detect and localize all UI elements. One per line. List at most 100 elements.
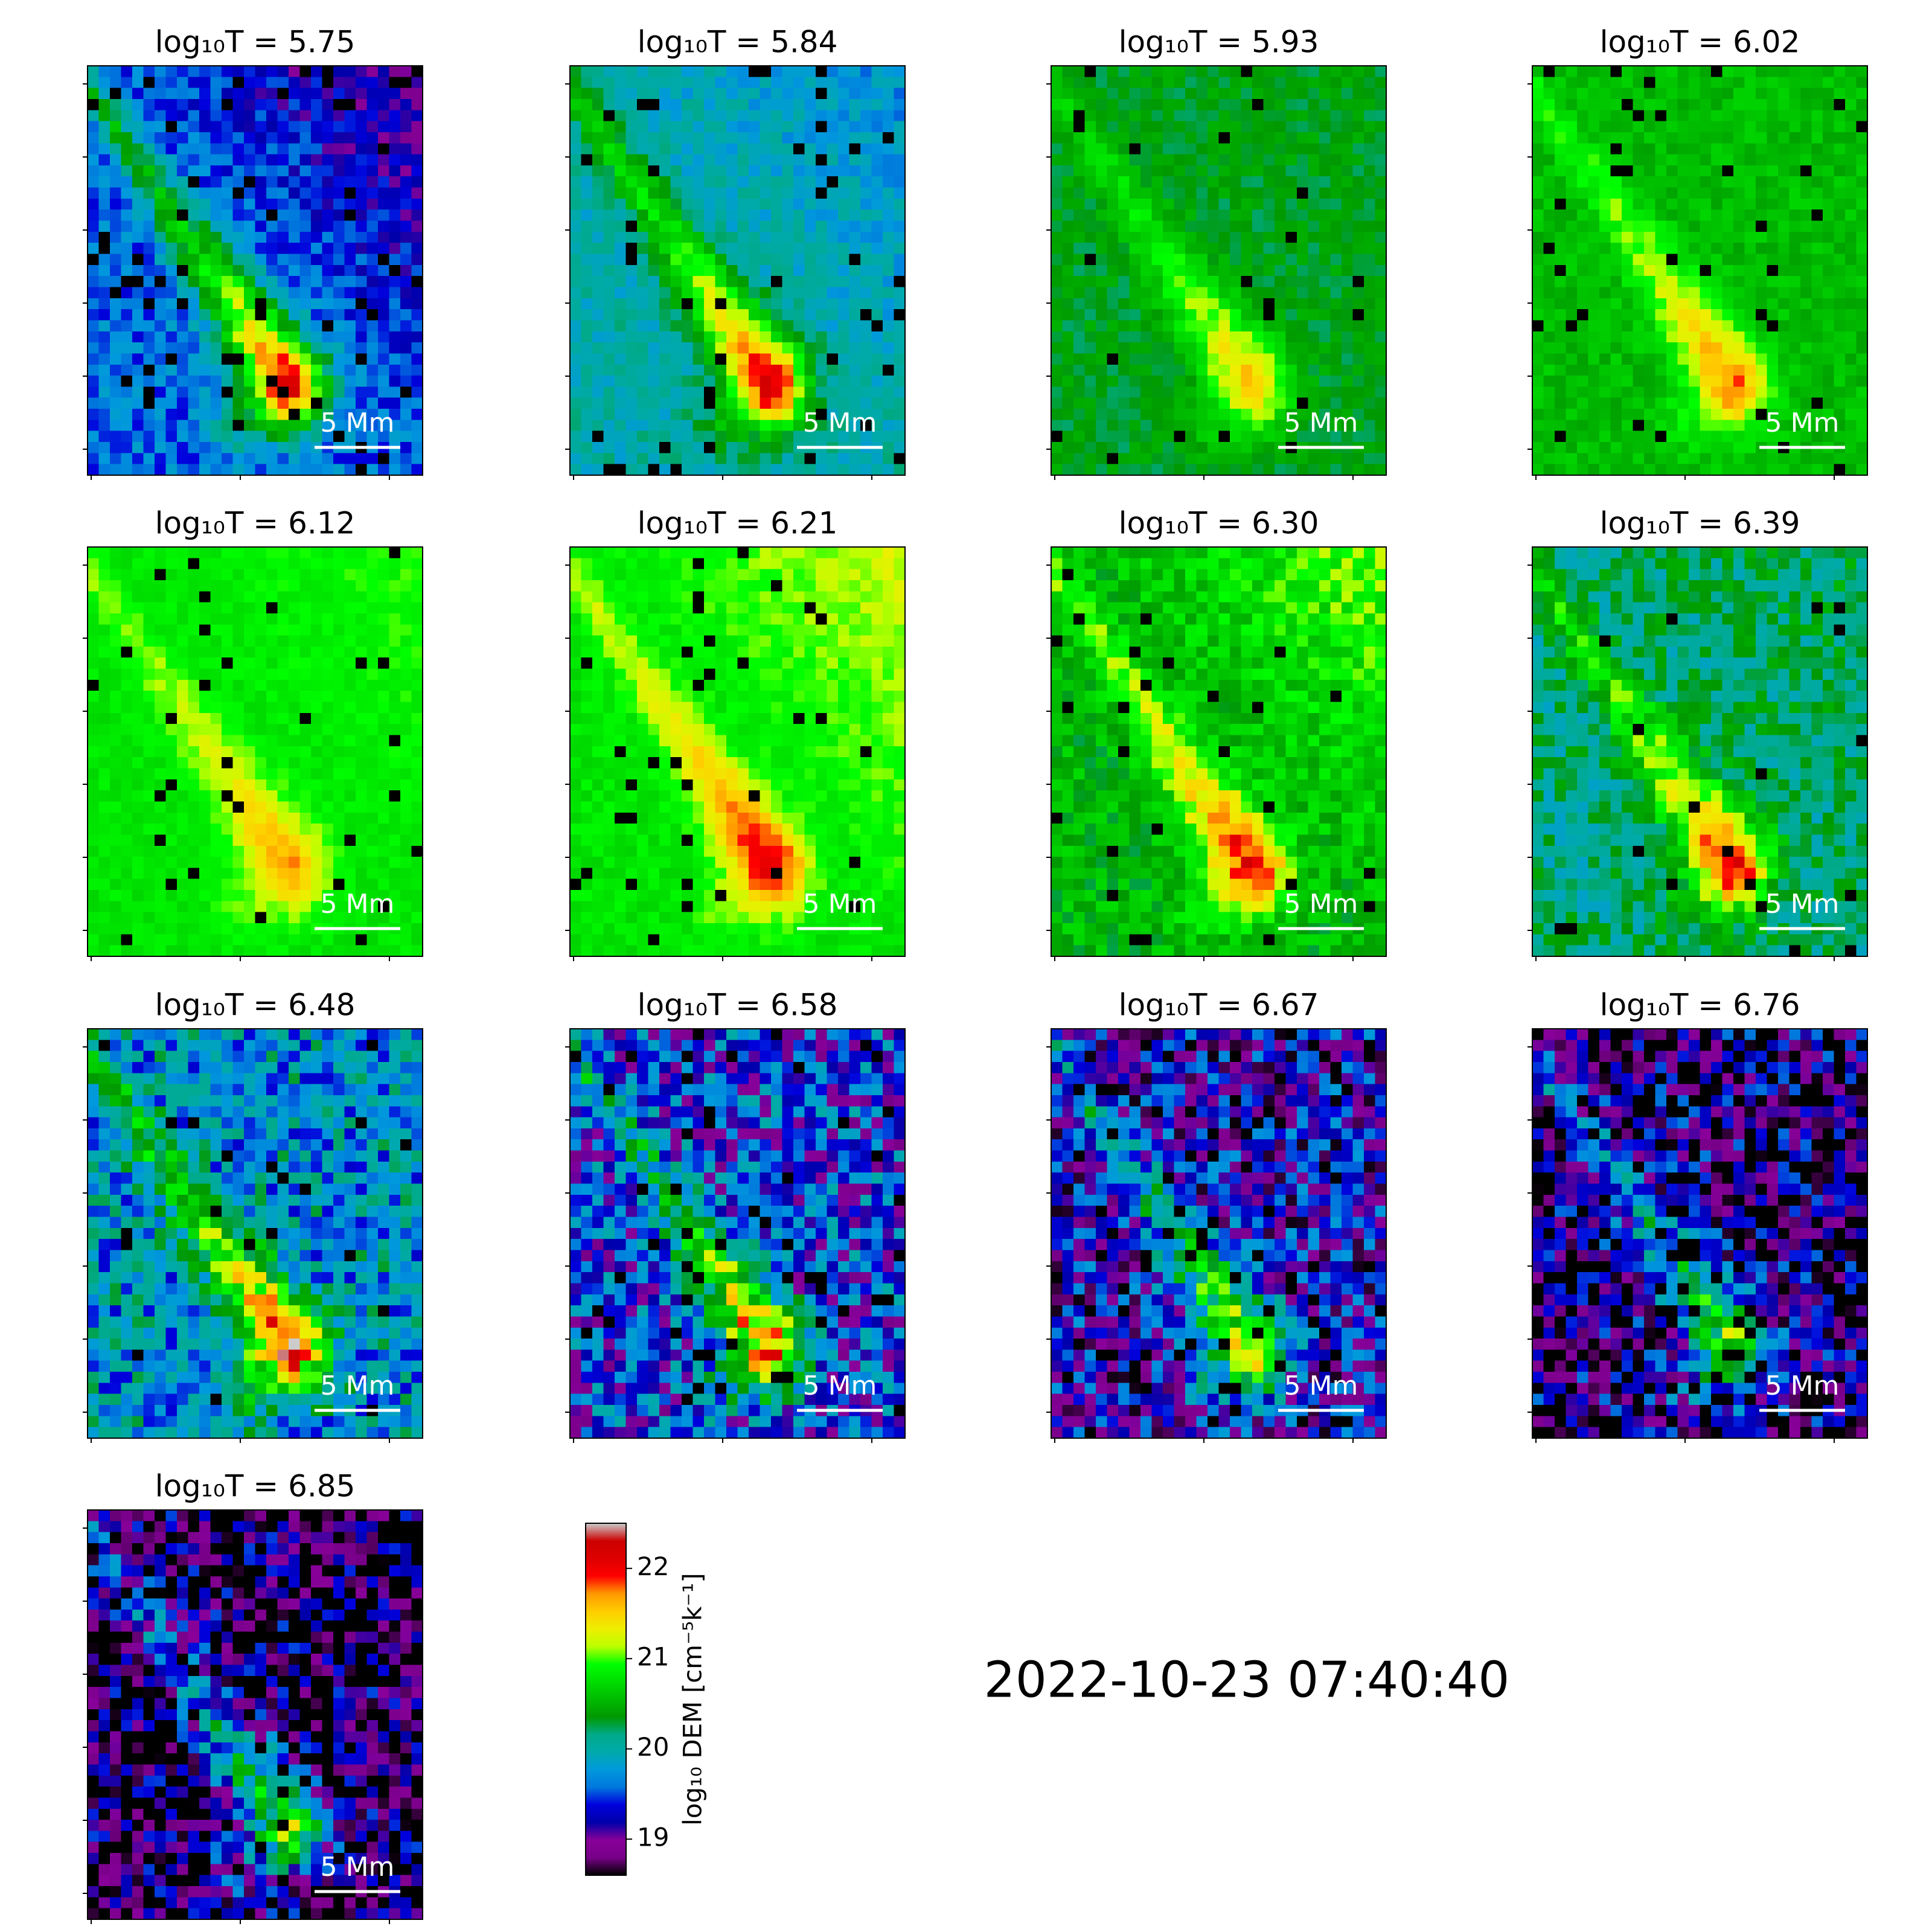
pixel xyxy=(749,409,761,420)
pixel xyxy=(1297,276,1309,288)
pixel xyxy=(1610,66,1622,77)
pixel xyxy=(165,635,178,647)
pixel xyxy=(88,220,100,232)
pixel xyxy=(210,464,222,476)
pixel xyxy=(816,276,828,288)
pixel xyxy=(277,691,289,703)
pixel xyxy=(1610,98,1622,110)
pixel xyxy=(827,353,839,365)
pixel xyxy=(110,668,122,680)
pixel xyxy=(704,176,716,188)
pixel xyxy=(1845,231,1857,243)
pixel xyxy=(177,691,189,703)
pixel xyxy=(1185,210,1197,222)
pixel xyxy=(110,397,122,409)
pixel xyxy=(715,77,727,89)
pixel xyxy=(356,420,368,432)
pixel xyxy=(356,165,368,177)
pixel xyxy=(177,376,189,388)
pixel xyxy=(715,442,727,453)
pixel xyxy=(1151,165,1163,177)
pixel xyxy=(804,276,816,288)
pixel xyxy=(165,558,178,570)
pixel xyxy=(177,668,189,680)
pixel xyxy=(210,657,222,670)
pixel xyxy=(682,420,694,432)
pixel xyxy=(132,187,144,199)
pixel xyxy=(98,298,110,310)
pixel xyxy=(1644,66,1656,77)
pixel xyxy=(793,98,805,110)
pixel xyxy=(1342,243,1354,255)
pixel xyxy=(670,298,682,310)
pixel xyxy=(1218,420,1230,432)
pixel xyxy=(1543,165,1555,177)
pixel xyxy=(1811,210,1823,222)
pixel xyxy=(1084,88,1096,100)
pixel xyxy=(1230,198,1242,210)
pixel xyxy=(1666,198,1678,210)
pixel xyxy=(232,77,245,89)
pixel xyxy=(760,121,772,133)
pixel xyxy=(704,320,716,332)
pixel xyxy=(894,397,906,409)
pixel xyxy=(1689,66,1701,77)
pixel xyxy=(289,353,301,365)
pixel xyxy=(1588,132,1600,144)
pixel xyxy=(344,430,356,443)
pixel xyxy=(1140,210,1153,222)
pixel xyxy=(132,558,144,570)
pixel xyxy=(121,154,133,166)
pixel xyxy=(883,176,895,188)
pixel xyxy=(1342,176,1354,188)
pixel xyxy=(860,453,872,465)
pixel xyxy=(289,635,301,647)
pixel xyxy=(1241,198,1253,210)
pixel xyxy=(1733,320,1745,332)
pixel xyxy=(322,165,334,177)
pixel xyxy=(592,287,604,299)
pixel xyxy=(760,220,772,232)
pixel xyxy=(1208,464,1220,476)
pixel xyxy=(1129,342,1141,354)
pixel xyxy=(1129,220,1141,232)
pixel xyxy=(1588,66,1600,77)
pixel xyxy=(1342,276,1354,288)
pixel xyxy=(570,210,582,222)
pixel xyxy=(222,430,234,443)
pixel xyxy=(311,409,323,420)
pixel xyxy=(1073,442,1086,453)
pixel xyxy=(1297,143,1309,155)
pixel xyxy=(1285,298,1297,310)
pixel xyxy=(793,77,805,89)
pixel xyxy=(816,320,828,332)
pixel xyxy=(704,198,716,210)
pixel xyxy=(132,264,144,277)
pixel xyxy=(411,712,423,724)
pixel xyxy=(1330,98,1342,110)
pixel xyxy=(849,386,861,398)
pixel xyxy=(648,176,660,188)
pixel xyxy=(1566,121,1578,133)
pixel xyxy=(793,409,805,420)
pixel xyxy=(322,376,334,388)
pixel xyxy=(1196,154,1208,166)
pixel xyxy=(581,309,593,321)
pixel xyxy=(749,88,761,100)
pixel xyxy=(232,231,245,243)
pixel xyxy=(1241,364,1253,376)
pixel xyxy=(1789,430,1801,443)
pixel xyxy=(659,210,671,222)
pixel xyxy=(1566,88,1578,100)
pixel xyxy=(871,409,883,420)
pixel xyxy=(1330,464,1342,476)
pixel xyxy=(255,121,267,133)
pixel xyxy=(704,376,716,388)
pixel xyxy=(682,243,694,255)
pixel xyxy=(715,364,727,376)
pixel xyxy=(1655,409,1667,420)
pixel xyxy=(121,66,133,77)
pixel xyxy=(1577,409,1589,420)
pixel xyxy=(378,702,390,714)
pixel xyxy=(737,121,749,133)
